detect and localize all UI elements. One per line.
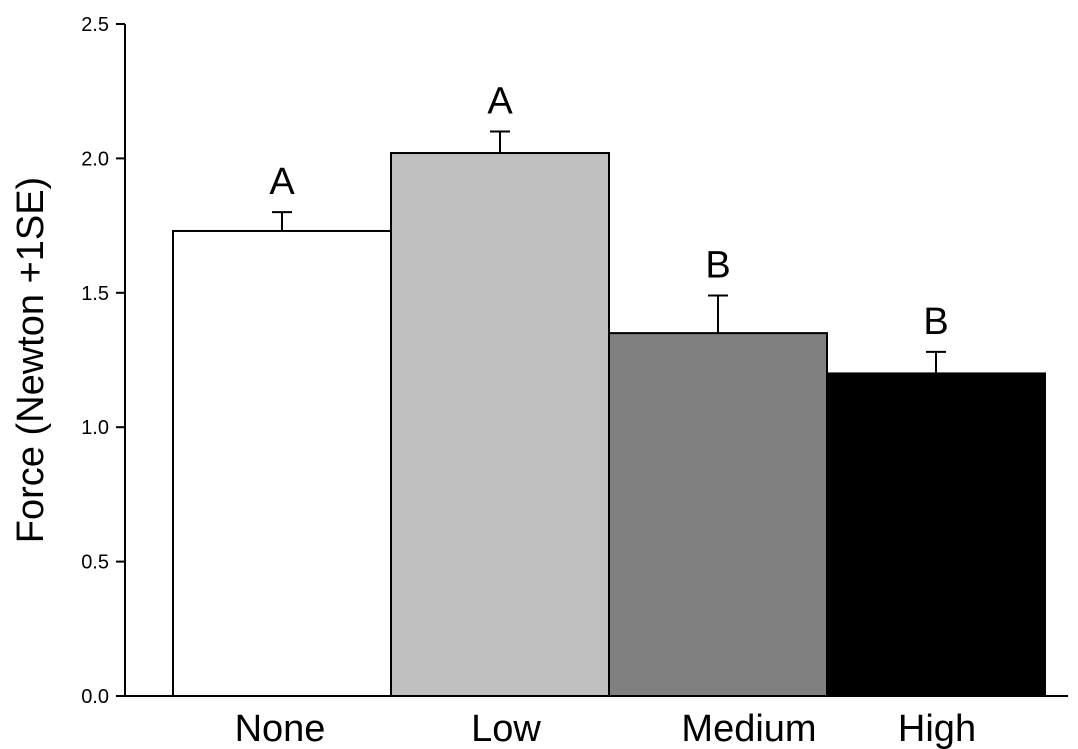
significance-label: B [923,301,948,343]
x-tick-label: Low [471,708,541,749]
y-tick-label: 0.0 [81,686,109,708]
significance-label: B [705,244,730,286]
significance-label: A [487,81,513,123]
y-tick-label: 1.0 [81,417,109,439]
y-axis-title: Force (Newton +1SE) [10,177,52,543]
bar-none [172,229,392,697]
x-tick-label: Medium [681,708,816,749]
bar-medium [608,332,828,697]
y-tick-label: 2.5 [81,14,109,36]
x-tick-labels: None Low Medium High [235,708,977,749]
bar-low [390,152,610,698]
y-tick-label: 2.0 [81,148,109,170]
x-tick-label: High [898,708,976,749]
y-tick-label: 0.5 [81,552,109,574]
bar-high [826,372,1046,697]
y-ticks: 0.0 0.5 1.0 1.5 2.0 2.5 [81,14,125,708]
significance-label: A [269,161,295,203]
y-tick-label: 1.5 [81,283,109,305]
bars: A A B B [172,81,1046,698]
x-tick-label: None [235,708,326,749]
